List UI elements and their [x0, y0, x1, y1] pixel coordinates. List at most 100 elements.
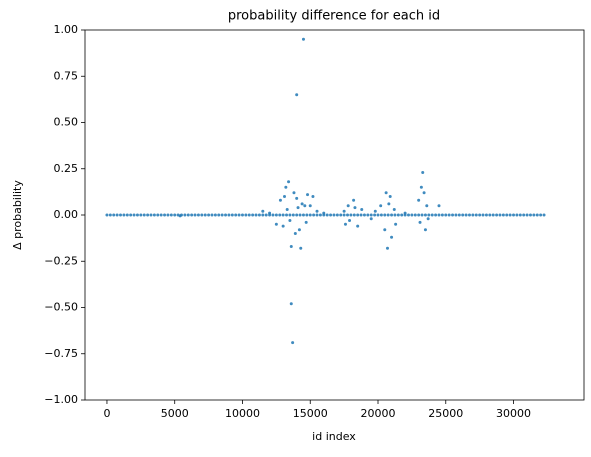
point	[491, 213, 495, 217]
point	[305, 213, 309, 217]
point	[383, 213, 387, 217]
y-tick-label: −0.75	[44, 347, 78, 360]
point	[512, 213, 516, 217]
point	[528, 213, 532, 217]
point	[376, 213, 380, 217]
point	[417, 213, 421, 217]
point	[535, 213, 539, 217]
point	[295, 213, 299, 217]
point	[285, 207, 289, 211]
point	[505, 213, 509, 217]
point	[394, 222, 398, 226]
point	[388, 195, 392, 198]
point	[360, 207, 364, 211]
point	[417, 198, 421, 202]
point	[159, 213, 163, 217]
point	[112, 213, 116, 217]
point	[139, 213, 143, 217]
point	[247, 213, 251, 217]
point	[481, 213, 485, 217]
x-tick-label: 20000	[361, 407, 396, 420]
point	[406, 213, 410, 217]
point	[332, 213, 336, 217]
y-tick-label: 0.75	[54, 69, 79, 82]
point	[474, 213, 478, 217]
point	[274, 222, 278, 226]
point	[308, 204, 312, 208]
point	[220, 213, 224, 217]
point	[423, 213, 427, 217]
point	[403, 211, 407, 215]
point	[200, 213, 204, 217]
point	[356, 213, 360, 217]
point	[515, 213, 519, 217]
point	[348, 219, 352, 223]
point	[261, 213, 265, 217]
point	[289, 244, 293, 248]
point	[183, 213, 187, 217]
y-tick-label: 0.00	[54, 208, 79, 221]
point	[210, 213, 214, 217]
point	[495, 213, 499, 217]
point	[356, 224, 360, 228]
point	[264, 213, 268, 217]
y-tick-label: −0.50	[44, 301, 78, 314]
point	[471, 213, 475, 217]
point	[369, 213, 373, 217]
point	[291, 213, 295, 217]
point	[304, 220, 308, 224]
point	[289, 302, 293, 306]
point	[193, 213, 197, 217]
point	[287, 180, 291, 184]
point	[217, 213, 221, 217]
point	[296, 206, 300, 210]
point	[207, 213, 211, 217]
point	[379, 213, 383, 217]
x-tick-label: 5000	[161, 407, 189, 420]
point	[464, 213, 468, 217]
point	[423, 228, 427, 232]
point	[352, 198, 356, 202]
point	[498, 213, 502, 217]
point	[343, 222, 347, 226]
point	[178, 214, 182, 218]
point	[288, 219, 292, 223]
point	[292, 191, 296, 195]
point	[146, 213, 150, 217]
point	[119, 213, 123, 217]
point	[322, 211, 326, 215]
point	[457, 213, 461, 217]
point	[293, 232, 297, 235]
point	[419, 185, 423, 189]
point	[410, 213, 414, 217]
point	[501, 213, 505, 217]
point	[108, 213, 112, 217]
y-tick-label: −1.00	[44, 393, 78, 406]
point	[393, 213, 397, 217]
point	[369, 217, 373, 221]
point	[392, 207, 396, 211]
point	[478, 213, 482, 217]
point	[390, 235, 394, 239]
point	[387, 202, 391, 206]
point	[142, 213, 146, 217]
point	[315, 209, 319, 213]
point	[312, 213, 316, 217]
point	[335, 213, 339, 217]
point	[420, 213, 424, 217]
point	[234, 213, 238, 217]
point	[274, 213, 278, 217]
point	[418, 220, 422, 224]
x-tick-label: 0	[103, 407, 110, 420]
point	[261, 209, 265, 213]
point	[135, 213, 139, 217]
point	[467, 213, 471, 217]
y-tick-label: −0.25	[44, 254, 78, 267]
point	[125, 213, 129, 217]
x-tick-label: 10000	[225, 407, 260, 420]
point	[257, 213, 261, 217]
point	[437, 204, 441, 208]
point	[342, 213, 346, 217]
point	[346, 213, 350, 217]
point	[339, 213, 343, 217]
